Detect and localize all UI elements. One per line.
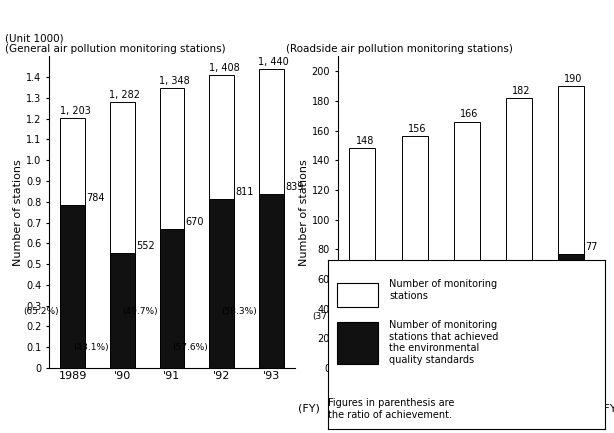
Text: (30.1%): (30.1%) <box>416 319 452 328</box>
Bar <box>506 278 532 368</box>
Text: (33.5%): (33.5%) <box>468 349 504 358</box>
Text: (General air pollution monitoring stations): (General air pollution monitoring statio… <box>5 44 225 54</box>
Bar <box>454 294 480 368</box>
Text: (Unit 1000): (Unit 1000) <box>5 34 63 44</box>
Bar <box>160 88 184 368</box>
Bar <box>160 229 184 368</box>
Text: (57.6%): (57.6%) <box>172 343 208 352</box>
Text: 1, 203: 1, 203 <box>60 106 91 116</box>
Bar <box>349 149 376 368</box>
Text: 148: 148 <box>356 136 375 146</box>
Text: Number of monitoring
stations that achieved
the environmental
quality standards: Number of monitoring stations that achie… <box>389 320 499 365</box>
Text: 1, 408: 1, 408 <box>209 63 239 73</box>
Bar <box>60 205 85 368</box>
Text: Number of monitoring
stations: Number of monitoring stations <box>389 279 497 301</box>
Bar <box>209 200 234 368</box>
Text: (43.1%): (43.1%) <box>73 343 109 352</box>
Text: 811: 811 <box>235 187 254 197</box>
Text: (37.2%): (37.2%) <box>313 312 348 320</box>
Text: 190: 190 <box>564 74 583 84</box>
FancyBboxPatch shape <box>336 284 378 307</box>
Text: (Roadside air pollution monitoring stations): (Roadside air pollution monitoring stati… <box>286 44 513 54</box>
Bar <box>110 102 134 368</box>
Bar <box>454 122 480 368</box>
Text: 1, 440: 1, 440 <box>258 57 289 67</box>
Bar <box>258 69 284 368</box>
Text: 33: 33 <box>429 307 441 317</box>
Text: 839: 839 <box>285 181 303 191</box>
Text: (FY): (FY) <box>599 404 614 414</box>
Text: 61: 61 <box>534 266 546 276</box>
Text: 784: 784 <box>87 193 105 203</box>
Bar <box>558 254 584 368</box>
Text: 50: 50 <box>481 282 494 292</box>
Bar <box>349 286 376 368</box>
FancyBboxPatch shape <box>336 322 378 365</box>
Bar <box>506 98 532 368</box>
Bar <box>60 118 85 368</box>
Text: 1, 348: 1, 348 <box>159 76 190 86</box>
Text: (49.7%): (49.7%) <box>122 307 158 317</box>
Text: 552: 552 <box>136 241 155 251</box>
Bar <box>110 253 134 368</box>
Text: (40.5%): (40.5%) <box>521 312 556 320</box>
Text: 55: 55 <box>377 275 389 285</box>
Text: (FY): (FY) <box>298 404 321 414</box>
Bar <box>558 86 584 368</box>
Y-axis label: Number of stations: Number of stations <box>299 159 309 265</box>
Text: (21.2%): (21.2%) <box>365 349 400 358</box>
Text: (65.2%): (65.2%) <box>23 307 59 317</box>
Text: Figures in parenthesis are
the ratio of achievement.: Figures in parenthesis are the ratio of … <box>328 398 455 420</box>
Text: (58.3%): (58.3%) <box>222 307 257 317</box>
Text: 1, 282: 1, 282 <box>109 90 140 100</box>
Text: 670: 670 <box>186 217 204 227</box>
Text: 156: 156 <box>408 124 426 134</box>
Text: 166: 166 <box>460 110 478 120</box>
Bar <box>402 136 427 368</box>
Bar <box>209 75 234 368</box>
Bar <box>258 194 284 368</box>
Bar <box>402 319 427 368</box>
Y-axis label: Number of stations: Number of stations <box>14 159 23 265</box>
Text: 182: 182 <box>512 86 530 96</box>
Text: 77: 77 <box>585 242 598 252</box>
